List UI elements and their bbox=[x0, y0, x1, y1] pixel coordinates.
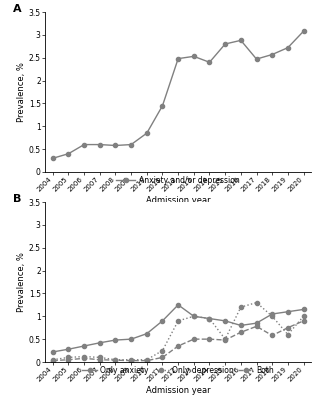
Text: B: B bbox=[13, 194, 21, 204]
X-axis label: Admission year: Admission year bbox=[146, 386, 211, 395]
Y-axis label: Prevalence, %: Prevalence, % bbox=[17, 62, 26, 122]
Legend: Anxiety and/or depression: Anxiety and/or depression bbox=[113, 173, 243, 188]
Legend: Only anxiety, Only depression, Both: Only anxiety, Only depression, Both bbox=[79, 363, 277, 378]
X-axis label: Admission year: Admission year bbox=[146, 196, 211, 205]
Text: A: A bbox=[13, 4, 22, 14]
Y-axis label: Prevalence, %: Prevalence, % bbox=[17, 252, 26, 312]
